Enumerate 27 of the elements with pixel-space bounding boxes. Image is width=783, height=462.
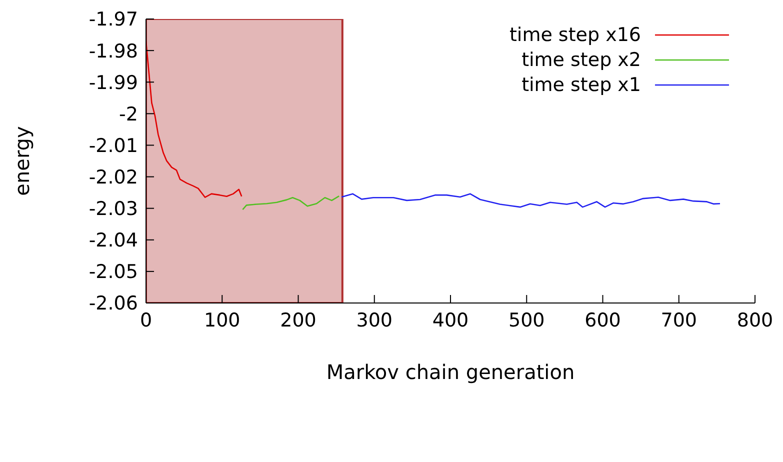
y-tick-label: -2.03 bbox=[88, 198, 138, 220]
y-tick-label: -2 bbox=[119, 103, 138, 126]
x-tick-label: 100 bbox=[204, 309, 240, 332]
y-tick-label: -2.01 bbox=[88, 134, 138, 157]
y-tick-label: -2.05 bbox=[88, 261, 138, 284]
y-tick-label: -1.97 bbox=[88, 8, 138, 31]
y-tick-label: -2.02 bbox=[88, 166, 138, 189]
legend-label: time step x2 bbox=[522, 48, 641, 70]
x-tick-label: 200 bbox=[280, 309, 316, 332]
x-tick-label: 600 bbox=[584, 309, 621, 332]
x-axis-title: Markov chain generation bbox=[326, 360, 575, 384]
y-tick-label: -1.99 bbox=[88, 72, 138, 94]
legend-label: time step x1 bbox=[522, 74, 641, 96]
line-series bbox=[242, 195, 340, 210]
x-tick-label: 500 bbox=[508, 309, 545, 332]
line-series bbox=[146, 40, 242, 198]
y-tick-label: -2.04 bbox=[88, 230, 138, 252]
x-tick-label: 300 bbox=[356, 309, 393, 332]
y-tick-label: -1.98 bbox=[88, 40, 138, 62]
x-tick-label: 400 bbox=[432, 309, 469, 332]
x-tick-label: 800 bbox=[736, 309, 774, 332]
y-axis-title: energy bbox=[10, 126, 34, 196]
y-tick-label: -2.06 bbox=[88, 292, 138, 315]
x-tick-label: 700 bbox=[660, 309, 698, 332]
legend-label: time step x16 bbox=[509, 24, 641, 46]
x-tick-label: 0 bbox=[140, 309, 152, 332]
line-series bbox=[340, 193, 721, 208]
